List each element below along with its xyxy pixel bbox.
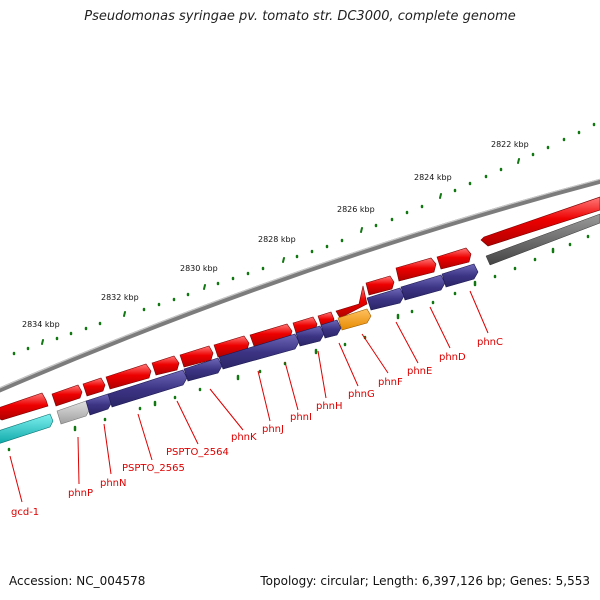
ruler-tick: [123, 311, 126, 317]
ruler-label: 2822 kbp: [491, 140, 529, 149]
gene-arrow: [335, 285, 368, 319]
gene-arrow: [85, 393, 113, 416]
genome-stats-text: Topology: circular; Length: 6,397,126 bp…: [260, 574, 590, 588]
leader-line: [469, 290, 489, 334]
gene-label: phnN: [100, 478, 127, 489]
gene-label: phnF: [378, 377, 403, 388]
forward-cds-track: [0, 196, 600, 421]
ruler-tick: [439, 193, 442, 199]
gene-label: phnD: [439, 352, 466, 363]
gene-label: phnP: [68, 488, 93, 499]
backbone-ring: [0, 178, 600, 393]
ruler-track: [12, 122, 596, 356]
ruler-label: 2826 kbp: [337, 205, 375, 214]
gene-arrow: [436, 247, 472, 270]
gene-label: phnG: [348, 389, 375, 400]
ruler-label: 2834 kbp: [22, 320, 60, 329]
gene-label: phnE: [407, 366, 432, 377]
gene-arrow: [151, 355, 180, 376]
gene-label: PSPTO_2565: [122, 463, 185, 474]
leader-line: [395, 321, 419, 364]
gene-label: PSPTO_2564: [166, 447, 229, 458]
gene-label: gcd-1: [11, 507, 39, 518]
cyan-feature: [0, 413, 54, 444]
gene-label: phnK: [231, 432, 257, 443]
grey-feature: [56, 400, 91, 425]
reverse-cds-track: [0, 263, 479, 444]
rna-feature: [337, 308, 372, 331]
leader-line: [257, 370, 271, 422]
ruler-tick: [203, 284, 206, 290]
leader-line: [361, 333, 389, 374]
gene-label: phnI: [290, 412, 312, 423]
gene-arrow: [365, 275, 395, 296]
gene-arrow: [105, 363, 152, 390]
leader-line: [338, 342, 359, 387]
accession-text: Accession: NC_004578: [9, 574, 146, 588]
ruler-label: 2824 kbp: [414, 173, 452, 182]
ruler-tick: [360, 227, 363, 233]
leader-line: [176, 400, 199, 445]
gene-arrow: [213, 335, 250, 358]
leader-line: [284, 361, 299, 411]
gene-arrow: [183, 357, 223, 382]
leader-line: [209, 388, 244, 431]
ruler-tick: [282, 257, 285, 263]
leader-line: [77, 436, 80, 485]
gene-arrow: [400, 274, 446, 301]
leader-line: [103, 423, 112, 475]
gene-arrow: [295, 325, 325, 347]
gene-arrow: [82, 377, 106, 397]
ruler-label: 2832 kbp: [101, 293, 139, 302]
gene-arrow: [441, 263, 479, 288]
ruler-label: 2830 kbp: [180, 264, 218, 273]
gene-arrow: [0, 392, 49, 421]
gene-arrow: [218, 333, 300, 370]
leader-line: [9, 455, 23, 503]
ruler-label: 2828 kbp: [258, 235, 296, 244]
gene-arrow: [480, 196, 600, 247]
gene-label: phnC: [477, 337, 503, 348]
gene-arrow: [249, 323, 293, 347]
gene-arrow: [320, 319, 342, 339]
gene-arrow: [179, 345, 214, 368]
map-title: Pseudomonas syringae pv. tomato str. DC3…: [84, 9, 516, 24]
ruler-tick: [41, 339, 44, 345]
leader-line: [317, 350, 327, 399]
leader-line: [137, 413, 153, 461]
gene-arrow: [395, 257, 437, 282]
gene-arrow: [51, 384, 83, 407]
leader-line: [429, 306, 451, 349]
gene-label: phnJ: [262, 424, 284, 435]
gene-arrow: [366, 287, 405, 311]
ruler-tick: [517, 158, 520, 164]
inner-ruler-track: [7, 234, 590, 452]
gc-skew-band: [485, 213, 600, 266]
label-leaders: [9, 290, 489, 503]
gene-label: phnH: [316, 401, 343, 412]
gene-arrow: [107, 369, 188, 408]
